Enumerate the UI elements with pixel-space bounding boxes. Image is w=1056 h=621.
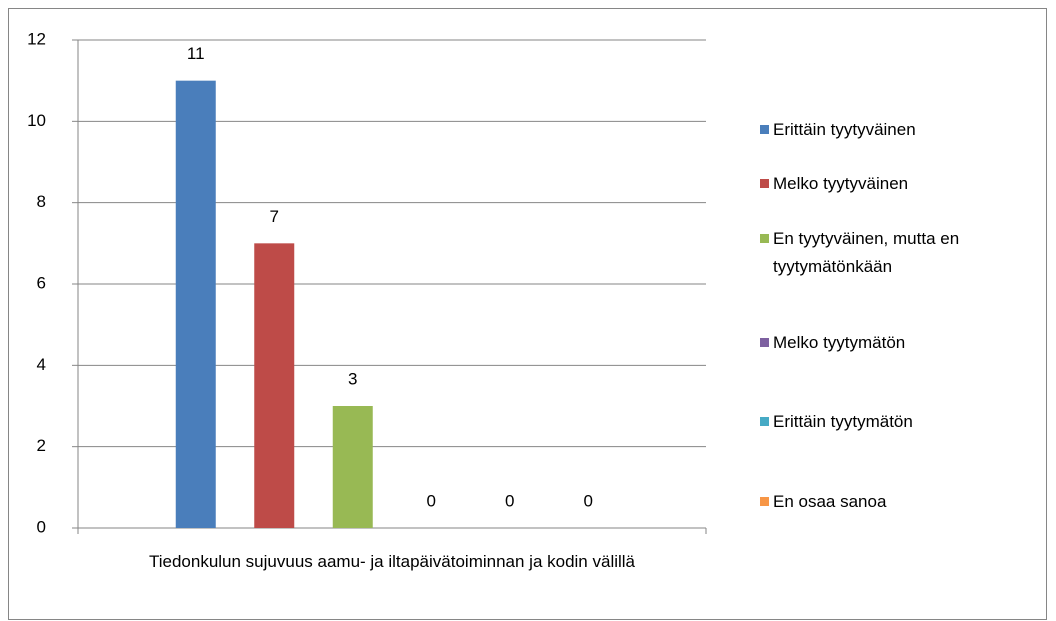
legend-swatch [760,234,769,243]
legend-swatch [760,417,769,426]
y-tick-label: 0 [37,517,46,536]
legend-item: Erittäin tyytymätön [760,408,1020,436]
data-label: 0 [427,491,436,510]
y-tick-label: 2 [37,436,46,455]
y-tick-label: 8 [37,192,46,211]
x-tick-label: Tiedonkulun sujuvuus aamu- ja iltapäivät… [148,552,636,571]
legend-label: Melko tyytymätön [773,333,906,352]
legend-swatch [760,497,769,506]
data-label: 0 [584,491,593,510]
y-tick-label: 12 [27,29,46,48]
bar [332,406,373,528]
legend-swatch [760,179,769,188]
data-label: 0 [505,491,514,510]
legend-label: En osaa sanoa [773,492,887,511]
chart-border [8,8,1047,620]
data-label: 7 [270,207,279,226]
legend-label: Melko tyytyväinen [773,174,909,193]
data-label: 3 [348,369,357,388]
bar [254,243,295,529]
y-tick-label: 4 [37,355,46,374]
y-tick-label: 10 [27,111,46,130]
legend-label: Erittäin tyytyväinen [773,120,916,139]
bar [175,80,216,529]
legend-label: Erittäin tyytymätön [773,412,913,431]
legend-swatch [760,338,769,347]
data-label: 11 [187,44,205,63]
legend-label: En tyytyväinen, mutta en tyytymätönkään [773,229,960,276]
legend-item: Melko tyytyväinen [760,170,1020,198]
legend-item: Erittäin tyytyväinen [760,116,1020,144]
y-tick-label: 6 [37,273,46,292]
legend-item: Melko tyytymätön [760,329,1020,357]
legend-item: En tyytyväinen, mutta en tyytymätönkään [760,225,1020,281]
legend-item: En osaa sanoa [760,488,1020,516]
legend-swatch [760,125,769,134]
